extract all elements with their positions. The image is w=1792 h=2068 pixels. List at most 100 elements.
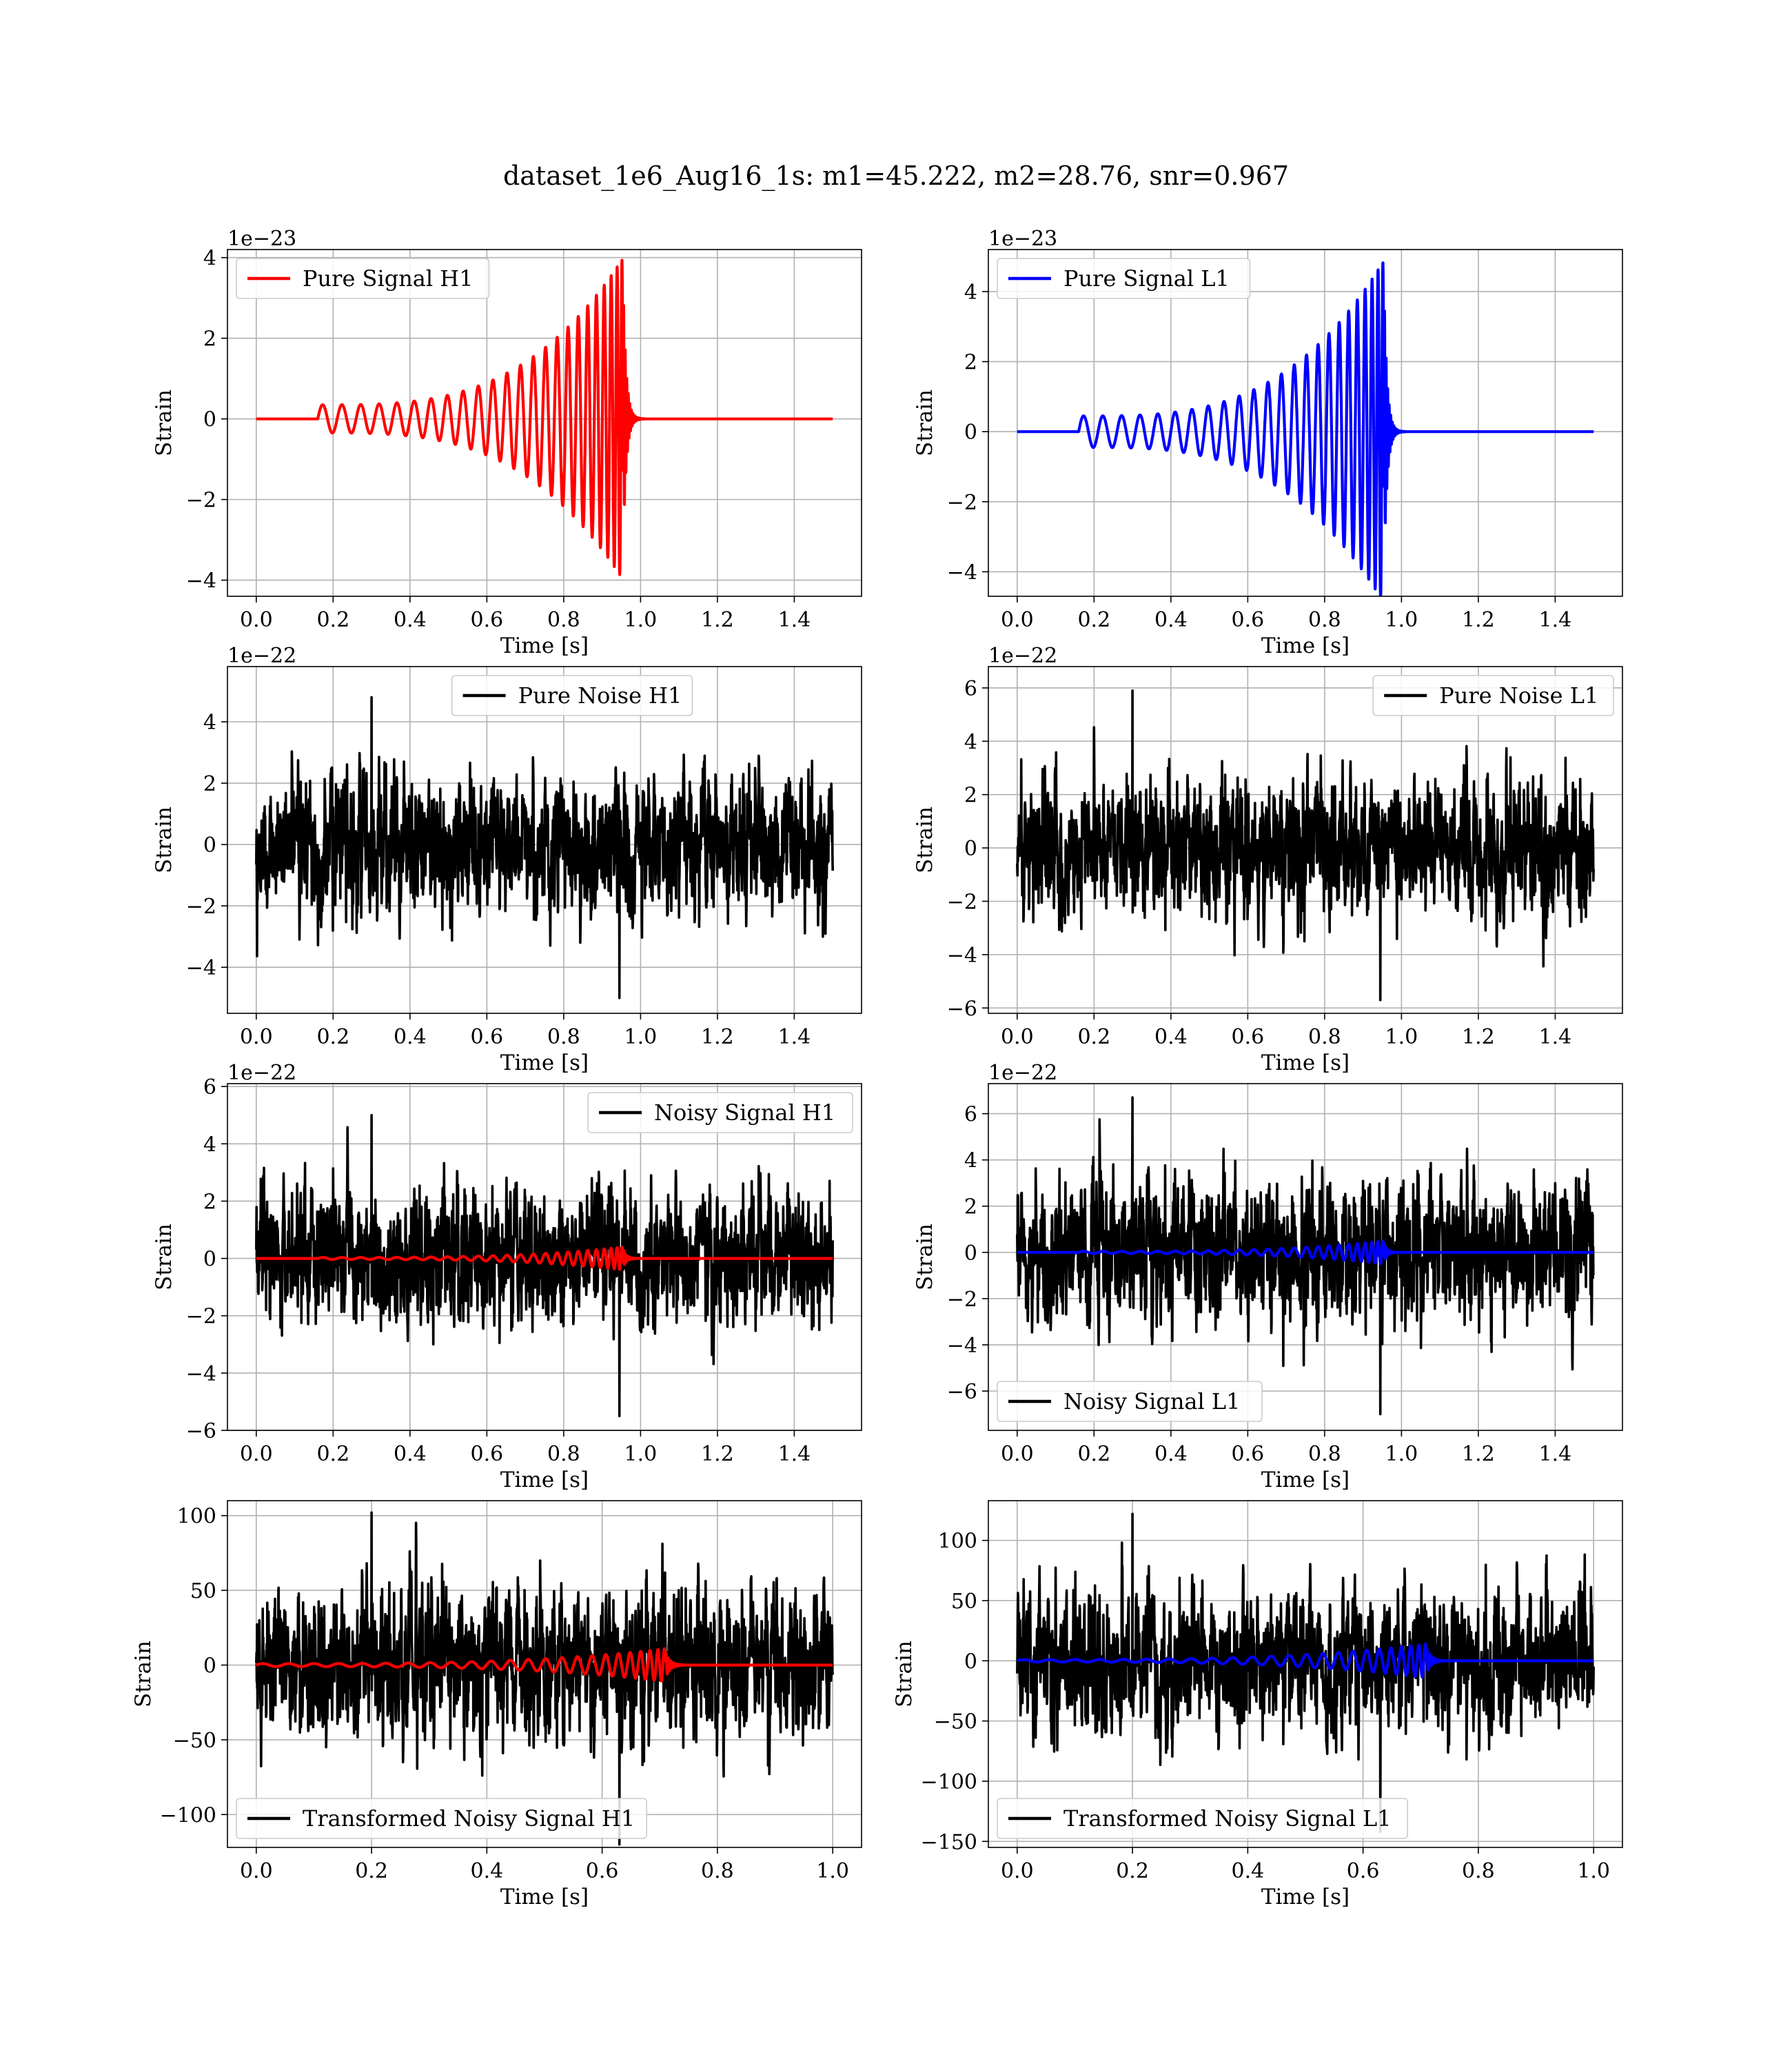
x-tick-label: 0.8: [1308, 608, 1341, 632]
x-axis: 0.0 0.2 0.4 0.6 0.8 1.0 1.2 1.4: [240, 596, 811, 632]
x-tick-label: 0.4: [394, 608, 427, 632]
x-tick-label: 0.8: [547, 608, 580, 632]
y-tick-label: −4: [186, 1362, 216, 1386]
axes-frame: [988, 249, 1623, 597]
y-tick-label: 4: [203, 247, 216, 271]
y-axis-label: Strain: [131, 1641, 156, 1707]
x-tick-label: 1.0: [1385, 1442, 1418, 1466]
subplot-noisy-signal-l1: 0.0 0.2 0.4 0.6 0.8 1.0 1.2 1.4 −6 −4 −2 0 2 4 6 Time […: [913, 1061, 1623, 1492]
y-axis: −150 −100 −50 0 50 100: [921, 1530, 988, 1854]
x-axis-label: Time [s]: [1261, 1468, 1350, 1492]
y-axis-label: Strain: [913, 1224, 937, 1290]
x-tick-label: 0.4: [471, 1859, 504, 1883]
y-tick-label: −100: [160, 1803, 216, 1827]
y-tick-label: −6: [186, 1419, 216, 1443]
x-tick-label: 0.2: [316, 1442, 349, 1466]
y-axis: −4 −2 0 2 4: [186, 711, 227, 980]
x-tick-label: 0.0: [1001, 1859, 1034, 1883]
x-tick-label: 1.0: [624, 1442, 658, 1466]
legend: Pure Noise H1: [451, 675, 693, 716]
subplot-transformed-noisy-signal-l1: 0.0 0.2 0.4 0.6 0.8 1.0 −150 −100 −50 0 50 100 Time …: [892, 1500, 1623, 1909]
x-axis: 0.0 0.2 0.4 0.6 0.8 1.0: [1001, 1847, 1610, 1883]
x-tick-label: 0.8: [1462, 1859, 1495, 1883]
y-tick-label: 50: [951, 1590, 977, 1614]
y-tick-label: 2: [203, 772, 216, 796]
legend-label: Pure Signal H1: [303, 265, 474, 292]
axis-offset-text: 1e−22: [227, 1061, 296, 1085]
axes-frame: [227, 1500, 862, 1848]
x-tick-label: 0.6: [586, 1859, 619, 1883]
x-tick-label: 0.6: [1347, 1859, 1380, 1883]
series-line-pure-noise-l1: [1016, 689, 1595, 1002]
x-tick-label: 0.8: [1308, 1442, 1341, 1466]
x-axis-label: Time [s]: [500, 1885, 589, 1909]
legend: Pure Signal H1: [236, 258, 490, 299]
legend-label: Transformed Noisy Signal L1: [1063, 1805, 1392, 1832]
legend-frame: [236, 1798, 648, 1839]
series-line-noisy-signal-l1: [1016, 1096, 1595, 1416]
axes-frame: [227, 1083, 862, 1431]
plot-area: [1015, 261, 1596, 596]
x-tick-label: 0.2: [1116, 1859, 1149, 1883]
x-tick-label: 0.8: [701, 1859, 734, 1883]
x-tick-label: 0.8: [1308, 1025, 1341, 1049]
y-tick-label: −100: [921, 1770, 977, 1794]
legend-label: Pure Noise L1: [1439, 682, 1598, 709]
y-tick-label: 0: [203, 1654, 216, 1678]
x-tick-label: 1.2: [1462, 1442, 1495, 1466]
x-tick-label: 0.0: [1001, 608, 1034, 632]
x-tick-label: 1.0: [624, 608, 658, 632]
legend-frame: [997, 258, 1251, 299]
grid: [988, 250, 1622, 596]
x-axis: 0.0 0.2 0.4 0.6 0.8 1.0: [240, 1847, 849, 1883]
y-tick-label: 4: [964, 730, 977, 754]
subplot-pure-noise-l1: 0.0 0.2 0.4 0.6 0.8 1.0 1.2 1.4 −6 −4 −2 0 2 4 6 Time […: [913, 644, 1623, 1075]
x-tick-label: 0.4: [394, 1442, 427, 1466]
y-tick-label: 6: [964, 1103, 977, 1127]
series-line-transformed-noisy-signal-l1: [1016, 1512, 1595, 1834]
y-tick-label: −50: [173, 1729, 216, 1753]
y-axis-label: Strain: [152, 807, 176, 873]
y-tick-label: 100: [177, 1505, 216, 1529]
y-tick-label: −50: [934, 1710, 977, 1734]
x-tick-label: 0.6: [1232, 1442, 1265, 1466]
y-tick-label: 100: [938, 1530, 977, 1554]
x-axis-label: Time [s]: [1261, 633, 1350, 658]
y-tick-label: 0: [964, 1241, 977, 1266]
plot-area: [254, 258, 835, 576]
legend-label: Noisy Signal H1: [654, 1099, 835, 1126]
legend: Noisy Signal H1: [587, 1092, 853, 1133]
legend-label: Pure Signal L1: [1063, 265, 1230, 292]
y-tick-label: −150: [921, 1830, 977, 1854]
x-tick-label: 1.2: [1462, 1025, 1495, 1049]
y-tick-label: −6: [947, 1380, 977, 1404]
y-tick-label: 50: [190, 1579, 216, 1603]
y-axis: −4 −2 0 2 4: [947, 281, 988, 585]
x-tick-label: 0.6: [1232, 1025, 1265, 1049]
subplot-pure-signal-l1: 0.0 0.2 0.4 0.6 0.8 1.0 1.2 1.4 −4 −2 0 2 4 Time [s] S…: [913, 227, 1623, 658]
series-line-overlay-1: [254, 1647, 835, 1683]
x-tick-label: 1.0: [1577, 1859, 1610, 1883]
subplot-transformed-noisy-signal-h1: 0.0 0.2 0.4 0.6 0.8 1.0 −100 −50 0 50 100 Time [s] S…: [131, 1500, 862, 1909]
y-tick-label: −4: [186, 569, 216, 594]
legend-label: Pure Noise H1: [518, 682, 682, 709]
y-tick-label: −4: [947, 560, 977, 585]
x-axis: 0.0 0.2 0.4 0.6 0.8 1.0 1.2 1.4: [240, 1013, 811, 1049]
y-tick-label: 6: [203, 1075, 216, 1099]
y-tick-label: 6: [964, 677, 977, 701]
y-tick-label: −2: [947, 491, 977, 515]
y-tick-label: 0: [203, 1248, 216, 1272]
x-axis: 0.0 0.2 0.4 0.6 0.8 1.0 1.2 1.4: [1001, 1013, 1571, 1049]
y-tick-label: −2: [947, 1288, 977, 1312]
x-tick-label: 1.4: [1539, 608, 1572, 632]
y-axis: −6 −4 −2 0 2 4 6: [947, 677, 988, 1021]
subplot-pure-signal-h1: 0.0 0.2 0.4 0.6 0.8 1.0 1.2 1.4 −4 −2 0 2 4 Time [s] S…: [152, 227, 862, 658]
x-axis: 0.0 0.2 0.4 0.6 0.8 1.0 1.2 1.4: [1001, 1430, 1571, 1466]
plot-area: [1016, 689, 1595, 1002]
legend: Pure Noise L1: [1372, 675, 1614, 716]
x-tick-label: 0.2: [355, 1859, 388, 1883]
y-tick-label: 0: [964, 1650, 977, 1674]
x-tick-label: 0.2: [1077, 1442, 1110, 1466]
